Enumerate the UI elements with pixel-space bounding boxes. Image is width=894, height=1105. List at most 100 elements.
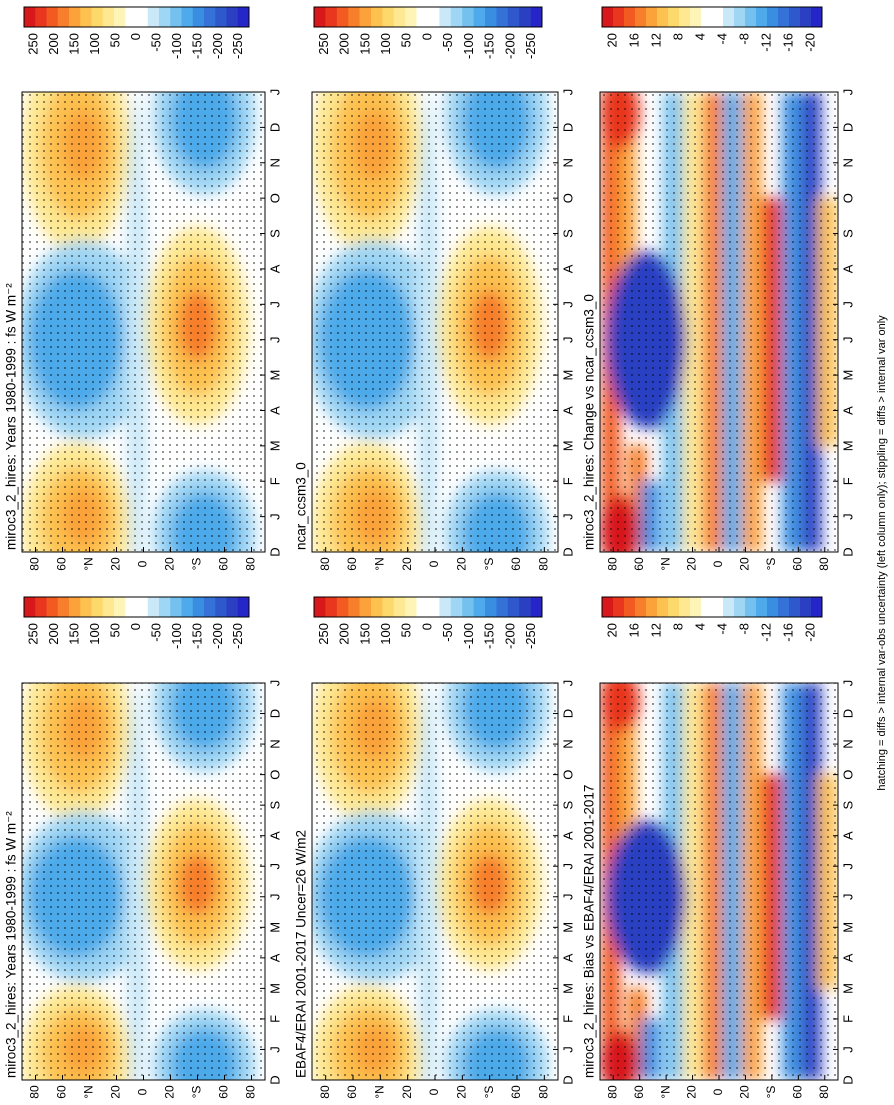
colorbar-swatch (46, 7, 59, 27)
x-tick-label: J (560, 336, 575, 343)
colorbar-label: 200 (337, 623, 352, 645)
colorbar-frame (313, 596, 543, 618)
colorbar-swatch (348, 597, 360, 617)
colorbar-swatch (789, 597, 801, 617)
x-tick-label: D (840, 709, 855, 718)
colorbar-swatch (778, 597, 790, 617)
colorbar-label: -12 (758, 623, 773, 642)
y-tick-label: °N (82, 1085, 96, 1098)
x-tick-label: O (267, 770, 282, 780)
y-tick-label: 80 (28, 1085, 42, 1099)
colorbar-swatch (507, 597, 520, 617)
y-tick-label: 20 (455, 557, 469, 571)
colorbar-swatch (371, 7, 383, 27)
colorbar-label: 16 (626, 623, 641, 637)
colorbar-swatch (147, 597, 160, 617)
colorbar-swatch (136, 7, 149, 27)
panel: miroc3_2_hires: Years 1980-1999 : fs W m… (4, 596, 282, 1099)
colorbar-label: 200 (337, 33, 352, 55)
colorbar-label: 100 (378, 33, 393, 55)
colorbar-label: 8 (670, 33, 685, 40)
colorbar-swatch (192, 7, 205, 27)
colorbar-label: 16 (626, 33, 641, 47)
colorbar-swatch (767, 7, 779, 27)
colorbar-swatch (382, 597, 395, 617)
colorbar-label: 0 (128, 33, 143, 40)
colorbar-swatch (170, 597, 182, 617)
colorbar-swatch (125, 7, 137, 27)
x-tick-label: A (840, 953, 855, 962)
y-tick-label: 20 (109, 1085, 123, 1099)
colorbar-swatch (204, 597, 216, 617)
colorbar-label: 0 (419, 623, 434, 630)
colorbar-swatch (701, 597, 713, 617)
x-tick-label: O (560, 193, 575, 203)
colorbar-label: -100 (461, 623, 476, 649)
colorbar-swatch (613, 7, 625, 27)
colorbar-label: -250 (523, 623, 538, 649)
x-tick-label: D (840, 547, 855, 556)
colorbar-label: 200 (46, 623, 61, 645)
x-tick-label: S (840, 229, 855, 238)
colorbar-swatch (712, 597, 724, 617)
y-tick-label: 20 (685, 1085, 699, 1099)
y-tick-label: 60 (632, 557, 646, 571)
x-tick-label: A (560, 406, 575, 415)
y-tick-label: 60 (345, 1085, 359, 1099)
colorbar-swatch (226, 597, 239, 617)
x-tick-label: J (840, 336, 855, 343)
x-tick-label: D (560, 123, 575, 132)
x-tick-label: A (267, 831, 282, 840)
colorbar-label: 50 (399, 623, 414, 637)
colorbar-swatch (80, 7, 92, 27)
colorbar-swatch (91, 7, 104, 27)
colorbar-swatch (24, 597, 36, 617)
x-tick-label: M (560, 440, 575, 451)
x-tick-label: J (840, 301, 855, 308)
colorbar-label: -150 (482, 33, 497, 59)
colorbar-swatch (371, 597, 383, 617)
x-tick-label: A (560, 264, 575, 273)
colorbar-label: 100 (87, 33, 102, 55)
colorbar-label: 250 (26, 33, 41, 55)
x-tick-label: D (267, 1075, 282, 1084)
colorbar-swatch (756, 597, 768, 617)
colorbar-label: 0 (419, 33, 434, 40)
colorbar-frame (23, 6, 250, 28)
colorbar-swatch (756, 7, 768, 27)
colorbar-label: 4 (692, 33, 707, 40)
colorbar-swatch (635, 7, 647, 27)
y-tick-label: °S (190, 558, 204, 571)
field (312, 683, 558, 1080)
colorbar-label: 20 (604, 33, 619, 47)
colorbar-label: -250 (230, 623, 245, 649)
x-tick-label: M (267, 440, 282, 451)
y-tick-label: 80 (605, 557, 619, 571)
colorbar-swatch (530, 7, 543, 27)
colorbar-label: 150 (67, 623, 82, 645)
y-tick-label: °S (482, 1086, 496, 1099)
x-tick-label: A (267, 406, 282, 415)
panel-title: miroc3_2_hires: Change vs ncar_ccsm3_0 (582, 294, 597, 550)
panel-title: ncar_ccsm3_0 (294, 462, 309, 550)
colorbar-swatch (613, 597, 625, 617)
x-tick-label: A (840, 831, 855, 840)
panel: miroc3_2_hires: Years 1980-1999 : fs W m… (4, 6, 282, 571)
x-tick-label: M (840, 983, 855, 994)
x-tick-label: J (267, 301, 282, 308)
colorbar-swatch (439, 597, 452, 617)
colorbar-swatch (35, 597, 47, 617)
colorbar-label: 0 (128, 623, 143, 630)
y-tick-label: 0 (711, 1088, 725, 1095)
y-tick-label: °N (373, 557, 387, 570)
colorbar-label: 150 (67, 33, 82, 55)
colorbar-swatch (668, 597, 680, 617)
colorbar-swatch (734, 597, 746, 617)
colorbar-swatch (405, 597, 417, 617)
y-tick-label: 20 (400, 1085, 414, 1099)
colorbar-swatch (35, 7, 47, 27)
colorbar-label: 100 (87, 623, 102, 645)
y-tick-label: °S (764, 1086, 778, 1099)
x-tick-label: J (560, 863, 575, 870)
